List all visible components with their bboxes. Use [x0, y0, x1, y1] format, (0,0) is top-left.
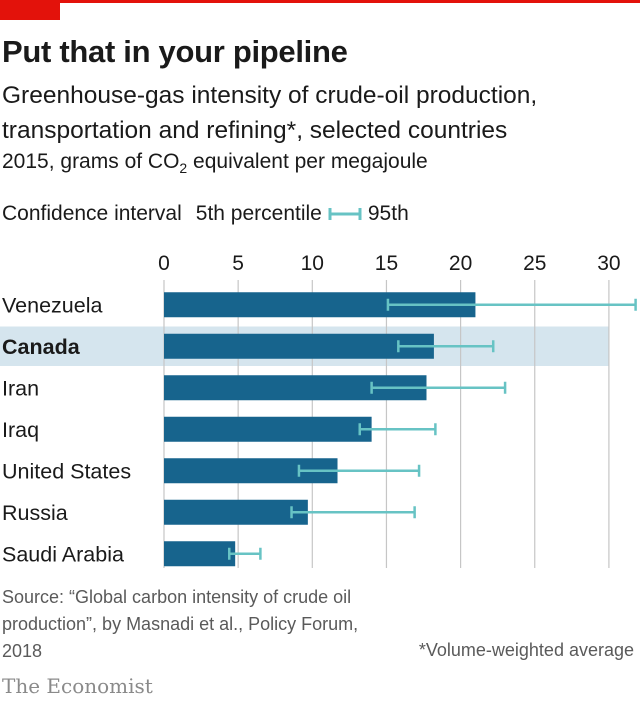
- brand-tag: [0, 0, 60, 20]
- unit-suffix: equivalent per megajoule: [187, 150, 428, 173]
- bar: [164, 541, 236, 567]
- brand-logo: The Economist: [2, 674, 153, 698]
- legend-low-label: 5th percentile: [195, 202, 322, 225]
- chart-title: Put that in your pipeline: [2, 34, 348, 69]
- top-rule: [0, 0, 640, 3]
- source-note: Source: “Global carbon intensity of crud…: [2, 587, 359, 661]
- bar-chart: 0 5 10 15 20 25 30 Venezuela Canada Iran Iraq Unite…: [0, 252, 637, 568]
- x-tick-label: 20: [449, 252, 472, 275]
- legend-high-label: 95th: [367, 202, 409, 225]
- category-label: Saudi Arabia: [2, 542, 124, 566]
- chart-subtitle: Greenhouse-gas intensity of crude-oil pr…: [2, 82, 538, 144]
- x-tick-label: 5: [232, 252, 244, 275]
- x-tick-label: 0: [158, 252, 170, 275]
- x-tick-label: 25: [523, 252, 546, 275]
- legend-title: Confidence interval: [2, 202, 182, 225]
- category-label: Russia: [2, 501, 68, 525]
- legend-whisker-icon: [328, 208, 362, 220]
- x-tick-label: 15: [375, 252, 398, 275]
- unit-prefix: 2015, grams of CO: [2, 150, 180, 173]
- bar: [164, 333, 434, 359]
- x-tick-label: 30: [597, 252, 620, 275]
- bar: [164, 416, 372, 442]
- chart-unit: 2015, grams of CO2 equivalent per megajo…: [2, 150, 428, 176]
- legend: Confidence interval 5th percentile 95th: [2, 202, 409, 226]
- category-label: Iraq: [2, 418, 39, 442]
- category-label: Iran: [2, 376, 39, 400]
- category-label: Canada: [2, 335, 81, 359]
- x-tick-label: 10: [301, 252, 324, 275]
- bar: [164, 499, 308, 525]
- footnote: *Volume-weighted average: [418, 640, 634, 660]
- category-label: Venezuela: [2, 293, 102, 317]
- category-label: United States: [2, 459, 131, 483]
- unit-subscript: 2: [179, 160, 188, 177]
